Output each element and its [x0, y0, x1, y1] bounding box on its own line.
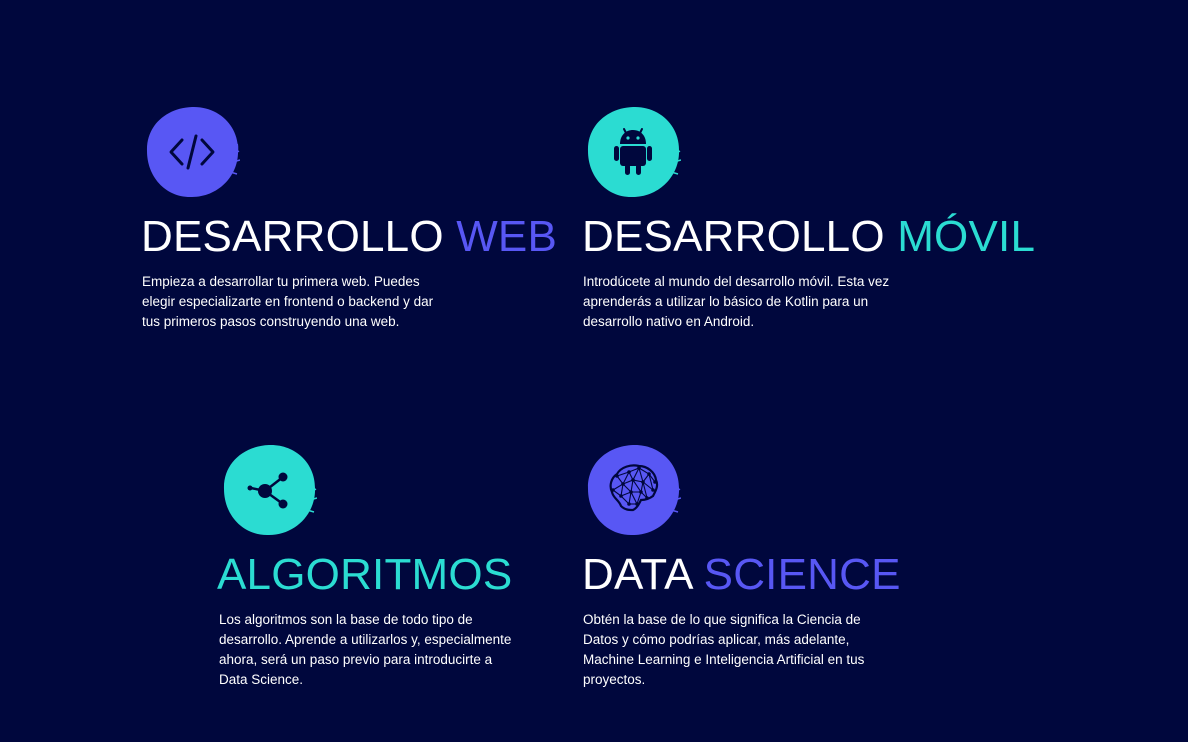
card-title-word1: DATA [582, 550, 692, 599]
brain-icon [585, 442, 681, 538]
card-title: DATA SCIENCE [582, 550, 901, 600]
card-description: Empieza a desarrollar tu primera web. Pu… [142, 274, 434, 329]
card-title: DESARROLLO MÓVIL [582, 212, 1035, 262]
android-icon [585, 104, 681, 200]
card-description: Obtén la base de lo que significa la Cie… [583, 612, 865, 687]
card-title-word1: DESARROLLO [582, 212, 885, 261]
code-icon [144, 104, 240, 200]
card-title-word2: WEB [456, 212, 558, 261]
card-title-word2: MÓVIL [897, 212, 1036, 261]
card-description: Introdúcete al mundo del desarrollo móvi… [583, 274, 890, 329]
card-description: Los algoritmos son la base de todo tipo … [219, 612, 512, 687]
share-nodes-icon [221, 442, 317, 538]
card-title: ALGORITMOS [217, 550, 512, 600]
card-title: DESARROLLO WEB [141, 212, 557, 262]
card-title-word1: DESARROLLO [141, 212, 444, 261]
card-title-word2: ALGORITMOS [217, 550, 513, 599]
card-title-word2: SCIENCE [703, 550, 901, 599]
